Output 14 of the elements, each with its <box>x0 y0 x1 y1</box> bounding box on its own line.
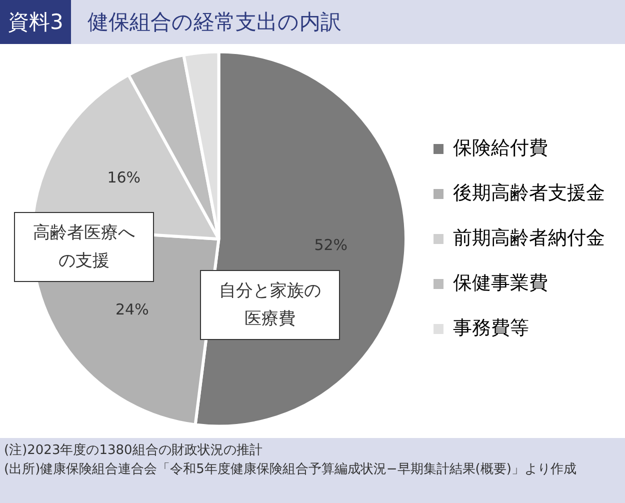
chart-title: 健保組合の経常支出の内訳 <box>87 9 342 36</box>
chart-subtitle: 資料3 <box>0 0 72 44</box>
legend-label: 保健事業費 <box>453 272 548 294</box>
text: (注)2023年度の1380組合の財政状況の推計 <box>4 442 264 460</box>
data-label: 24% <box>116 300 149 319</box>
data-label: 16% <box>107 168 141 187</box>
legend-label: 後期高齢者支援金 <box>453 182 605 204</box>
data-label: 52% <box>314 236 348 254</box>
legend-label: 前期高齢者納付金 <box>453 226 605 249</box>
text: (出所)健康保険組合連合会「令和5年度健康保険組合予算編成状況−早期集計結果(概要)」より作成 <box>4 461 578 479</box>
text: 自分と家族の医療費 <box>200 270 340 340</box>
text: 高齢者医療への支援 <box>14 212 154 282</box>
legend-label: 事務費等 <box>453 316 529 339</box>
legend-label: 保険給付費 <box>453 136 548 159</box>
